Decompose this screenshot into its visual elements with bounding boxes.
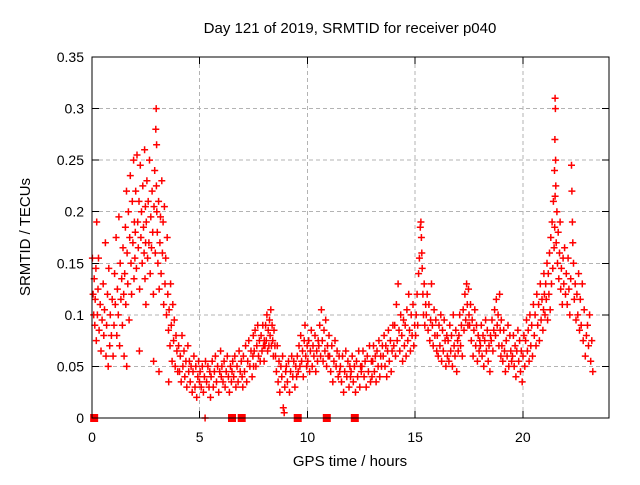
y-tick-labels: 0 0.05 0.1 0.15 0.2 0.25 0.3 0.35 [57,49,84,426]
data-point-markers [88,94,597,422]
x-tick-label: 0 [88,429,96,445]
y-tick-label: 0.25 [57,152,84,168]
y-tick-label: 0.1 [65,307,85,323]
x-tick-label: 15 [407,429,423,445]
x-tick-label: 20 [515,429,531,445]
y-tick-label: 0.3 [65,101,85,117]
y-axis-label: SRMTID / TECUs [17,178,34,296]
y-tick-label: 0.15 [57,255,84,271]
plot-border [91,56,610,419]
x-tick-labels: 0 5 10 15 20 [88,429,531,445]
x-tick-label: 10 [300,429,316,445]
x-axis-label: GPS time / hours [293,453,407,470]
y-tick-label: 0.2 [65,204,85,220]
x-tick-label: 5 [196,429,204,445]
chart-title: Day 121 of 2019, SRMTID for receiver p04… [204,20,497,37]
y-tick-label: 0 [76,410,84,426]
y-tick-label: 0.05 [57,358,84,374]
y-tick-label: 0.35 [57,49,84,65]
scatter-points [88,94,597,422]
